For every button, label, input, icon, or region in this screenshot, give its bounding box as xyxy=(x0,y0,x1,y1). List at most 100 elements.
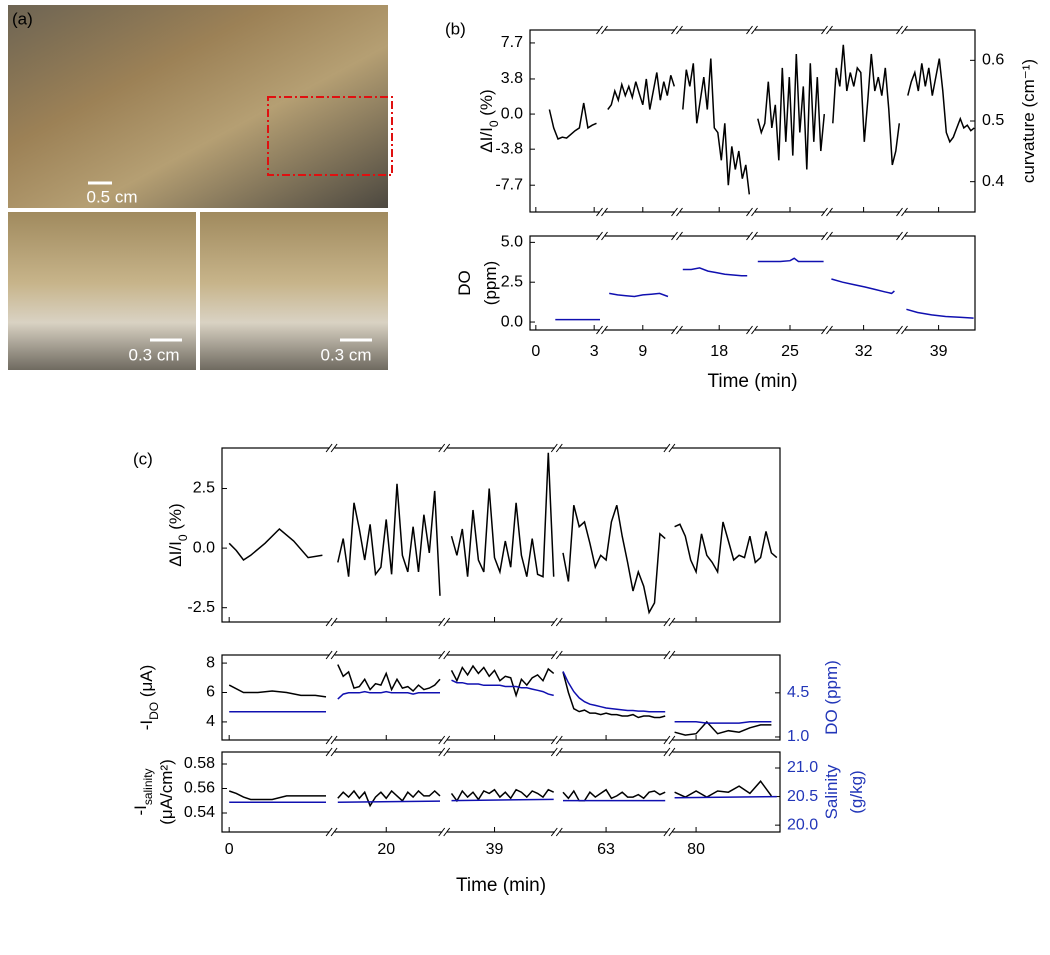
axis-break-mark xyxy=(896,207,903,217)
axis-break-mark xyxy=(663,617,671,627)
data-line xyxy=(906,308,974,319)
data-line xyxy=(831,278,895,295)
axis-label: (μA/cm²) xyxy=(157,759,176,825)
x-tick-label: 18 xyxy=(710,343,728,360)
axis-break-mark xyxy=(443,617,451,627)
y-tick-label: 3.8 xyxy=(501,70,523,87)
axis-label-text: ΔI/I xyxy=(477,127,496,153)
axis-label-subscript: DO xyxy=(147,702,161,720)
axis-break-mark xyxy=(663,827,671,837)
axis-break-mark xyxy=(676,325,683,335)
data-line xyxy=(451,798,554,802)
axis-break-mark xyxy=(751,325,758,335)
panel-label: (a) xyxy=(12,9,33,28)
axis-break-mark xyxy=(671,207,678,217)
axis-break-mark xyxy=(438,650,446,660)
axis-break-mark xyxy=(555,617,563,627)
axis-break-mark xyxy=(438,827,446,837)
axis-label-text: curvature (cm⁻¹) xyxy=(1019,59,1038,183)
y2-tick-label: 20.5 xyxy=(787,788,818,805)
y-tick-label: 2.5 xyxy=(501,273,523,290)
axis-label-text: (μA) xyxy=(137,665,156,702)
axis-break-gap xyxy=(554,830,560,834)
data-line xyxy=(682,58,751,195)
axis-label-text: -I xyxy=(131,805,150,815)
data-line xyxy=(562,671,666,713)
scale-label: 0.3 cm xyxy=(320,345,371,364)
axis-label: DO xyxy=(455,270,474,296)
axis-break-mark xyxy=(550,827,558,837)
axis-break-gap xyxy=(442,620,448,624)
axis-break-mark xyxy=(550,650,558,660)
y-tick-label: 0.54 xyxy=(184,804,215,821)
axis-break-gap xyxy=(442,830,448,834)
plot-frame xyxy=(221,654,781,741)
data-line xyxy=(450,452,555,578)
axis-break-mark xyxy=(821,207,828,217)
x-tick-label: 0 xyxy=(531,343,540,360)
y-tick-label: 0.56 xyxy=(184,780,215,797)
axis-label-text: Salinity xyxy=(822,764,841,819)
data-line xyxy=(607,72,676,110)
axis-break-gap xyxy=(329,830,335,834)
axis-break-mark xyxy=(826,25,833,35)
axis-break-gap xyxy=(750,328,755,332)
axis-break-mark xyxy=(555,650,563,660)
photo-main xyxy=(8,5,388,208)
axis-break-mark xyxy=(555,443,563,453)
data-line xyxy=(907,58,975,144)
axis-break-mark xyxy=(438,735,446,745)
x-axis-label: Time (min) xyxy=(707,371,797,392)
axis-break-gap xyxy=(442,446,448,450)
y2-tick-label: 0.4 xyxy=(982,173,1004,190)
axis-break-mark xyxy=(663,650,671,660)
y-tick-label: 5.0 xyxy=(501,234,523,251)
axis-break-gap xyxy=(667,620,673,624)
axis-break-mark xyxy=(555,735,563,745)
axis-break-mark xyxy=(663,735,671,745)
axis-break-mark xyxy=(601,325,608,335)
axis-break-mark xyxy=(671,325,678,335)
axis-label-text: -I xyxy=(137,720,156,730)
axis-break-gap xyxy=(750,28,755,32)
axis-break-mark xyxy=(668,747,676,757)
y-tick-label: 6 xyxy=(206,684,215,701)
axis-break-mark xyxy=(896,231,903,241)
axis-break-mark xyxy=(671,25,678,35)
y2-tick-label: 0.6 xyxy=(982,52,1004,69)
axis-break-gap xyxy=(825,210,830,214)
plot-frame xyxy=(529,29,976,213)
axis-break-mark xyxy=(821,25,828,35)
axis-label: curvature (cm⁻¹) xyxy=(1019,59,1038,183)
axis-label-subscript: 0 xyxy=(487,120,501,127)
axis-break-mark xyxy=(826,231,833,241)
axis-break-mark xyxy=(901,25,908,35)
axis-label: -IDO (μA) xyxy=(137,665,161,731)
axis-break-mark xyxy=(821,231,828,241)
x-tick-label: 9 xyxy=(638,343,647,360)
data-line xyxy=(228,790,326,801)
y-tick-label: 4 xyxy=(206,713,215,730)
axis-break-mark xyxy=(668,735,676,745)
axis-break-mark xyxy=(330,650,338,660)
axis-break-mark xyxy=(821,325,828,335)
axis-break-mark xyxy=(901,207,908,217)
y-tick-label: 8 xyxy=(206,654,215,671)
axis-break-gap xyxy=(442,750,448,754)
axis-break-mark xyxy=(443,735,451,745)
axis-break-gap xyxy=(750,210,755,214)
data-line xyxy=(337,789,441,808)
y2-tick-label: 20.0 xyxy=(787,816,818,833)
axis-break-gap xyxy=(825,234,830,238)
photo-detail xyxy=(8,212,196,370)
data-line xyxy=(562,504,666,615)
x-tick-label: 39 xyxy=(930,343,948,360)
axis-break-gap xyxy=(825,328,830,332)
axis-label-subscript: salinity xyxy=(141,768,155,805)
axis-break-mark xyxy=(443,443,451,453)
axis-break-mark xyxy=(555,827,563,837)
scale-label: 0.5 cm xyxy=(86,187,137,206)
axis-break-gap xyxy=(442,738,448,742)
axis-break-mark xyxy=(596,231,603,241)
axis-label-text: (%) xyxy=(166,503,185,534)
